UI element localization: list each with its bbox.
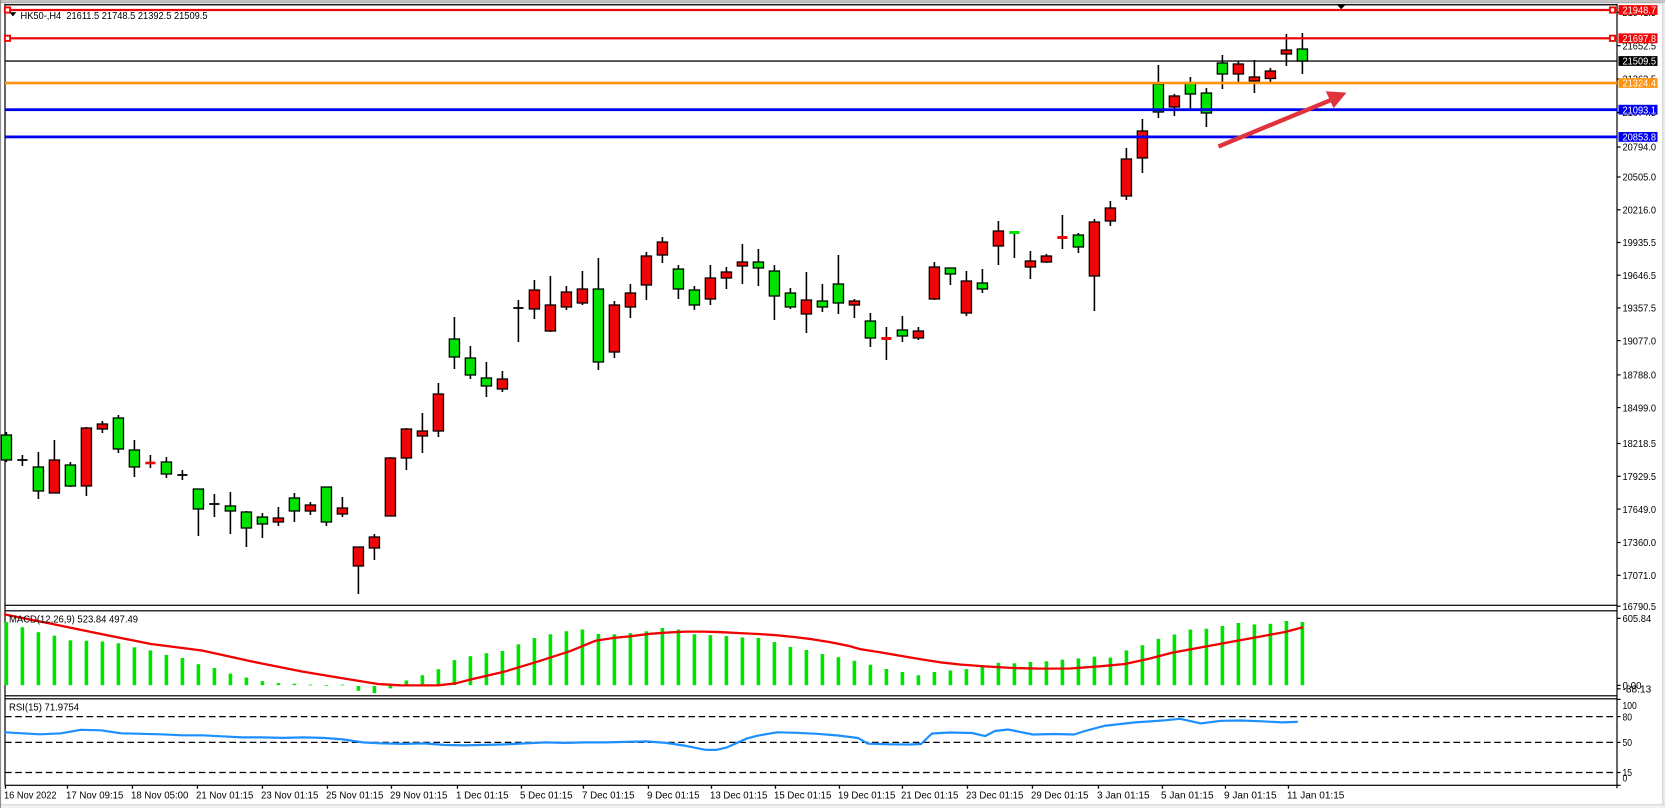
svg-text:17071.0: 17071.0	[1623, 571, 1657, 582]
svg-text:16790.5: 16790.5	[1623, 602, 1657, 613]
svg-text:21697.8: 21697.8	[1623, 34, 1657, 45]
svg-text:18788.0: 18788.0	[1623, 371, 1657, 382]
svg-text:3 Jan 01:15: 3 Jan 01:15	[1097, 790, 1150, 801]
svg-text:21 Dec 01:15: 21 Dec 01:15	[901, 790, 959, 801]
svg-text:21 Nov 01:15: 21 Nov 01:15	[196, 790, 254, 801]
svg-text:21509.5: 21509.5	[1623, 57, 1657, 68]
svg-text:11 Jan 01:15: 11 Jan 01:15	[1287, 790, 1345, 801]
svg-text:18 Nov 05:00: 18 Nov 05:00	[131, 790, 189, 801]
svg-text:21652.5: 21652.5	[1623, 41, 1657, 52]
svg-text:0.00: 0.00	[1623, 681, 1642, 692]
svg-text:5 Jan 01:15: 5 Jan 01:15	[1161, 790, 1214, 801]
svg-text:20505.0: 20505.0	[1623, 173, 1657, 184]
svg-text:605.84: 605.84	[1623, 614, 1652, 625]
svg-text:17649.0: 17649.0	[1623, 505, 1657, 516]
svg-text:RSI(15) 71.9754: RSI(15) 71.9754	[9, 703, 79, 714]
svg-text:15: 15	[1623, 768, 1633, 779]
svg-text:-88.13: -88.13	[1623, 685, 1652, 696]
svg-text:HK50-,H4 21611.5 21748.5 2139: HK50-,H4 21611.5 21748.5 21392.5 21509.5	[21, 11, 208, 22]
svg-text:100: 100	[1623, 701, 1637, 712]
svg-text:25 Nov 01:15: 25 Nov 01:15	[326, 790, 384, 801]
svg-text:13 Dec 01:15: 13 Dec 01:15	[710, 790, 768, 801]
svg-text:18499.0: 18499.0	[1623, 403, 1657, 414]
svg-text:20216.0: 20216.0	[1623, 206, 1657, 217]
svg-text:1 Dec 01:15: 1 Dec 01:15	[456, 790, 509, 801]
svg-text:29 Dec 01:15: 29 Dec 01:15	[1031, 790, 1089, 801]
svg-text:19357.5: 19357.5	[1623, 304, 1657, 315]
svg-text:20794.0: 20794.0	[1623, 143, 1657, 154]
svg-text:23 Dec 01:15: 23 Dec 01:15	[966, 790, 1024, 801]
svg-text:MACD(12,26,9) 523.84 497.49: MACD(12,26,9) 523.84 497.49	[9, 615, 138, 626]
svg-text:17360.0: 17360.0	[1623, 538, 1657, 549]
svg-text:9 Dec 01:15: 9 Dec 01:15	[647, 790, 700, 801]
svg-text:80: 80	[1623, 712, 1633, 723]
svg-text:21948.7: 21948.7	[1623, 6, 1657, 17]
svg-text:5 Dec 01:15: 5 Dec 01:15	[520, 790, 573, 801]
svg-text:17 Nov 09:15: 17 Nov 09:15	[66, 790, 124, 801]
svg-text:21324.4: 21324.4	[1623, 79, 1657, 90]
svg-text:19077.0: 19077.0	[1623, 336, 1657, 347]
svg-text:21093.1: 21093.1	[1623, 105, 1657, 116]
svg-text:17929.5: 17929.5	[1623, 472, 1657, 483]
svg-text:29 Nov 01:15: 29 Nov 01:15	[390, 790, 448, 801]
svg-text:15 Dec 01:15: 15 Dec 01:15	[774, 790, 832, 801]
svg-text:16 Nov 2022: 16 Nov 2022	[4, 790, 57, 801]
svg-text:9 Jan 01:15: 9 Jan 01:15	[1224, 790, 1277, 801]
svg-text:20853.8: 20853.8	[1623, 133, 1657, 144]
svg-text:19935.5: 19935.5	[1623, 238, 1657, 249]
svg-text:19646.5: 19646.5	[1623, 271, 1657, 282]
svg-text:23 Nov 01:15: 23 Nov 01:15	[261, 790, 319, 801]
svg-text:7 Dec 01:15: 7 Dec 01:15	[582, 790, 635, 801]
svg-text:18218.5: 18218.5	[1623, 439, 1657, 450]
svg-text:50: 50	[1623, 738, 1633, 749]
svg-text:0: 0	[1623, 773, 1628, 784]
svg-text:19 Dec 01:15: 19 Dec 01:15	[838, 790, 896, 801]
